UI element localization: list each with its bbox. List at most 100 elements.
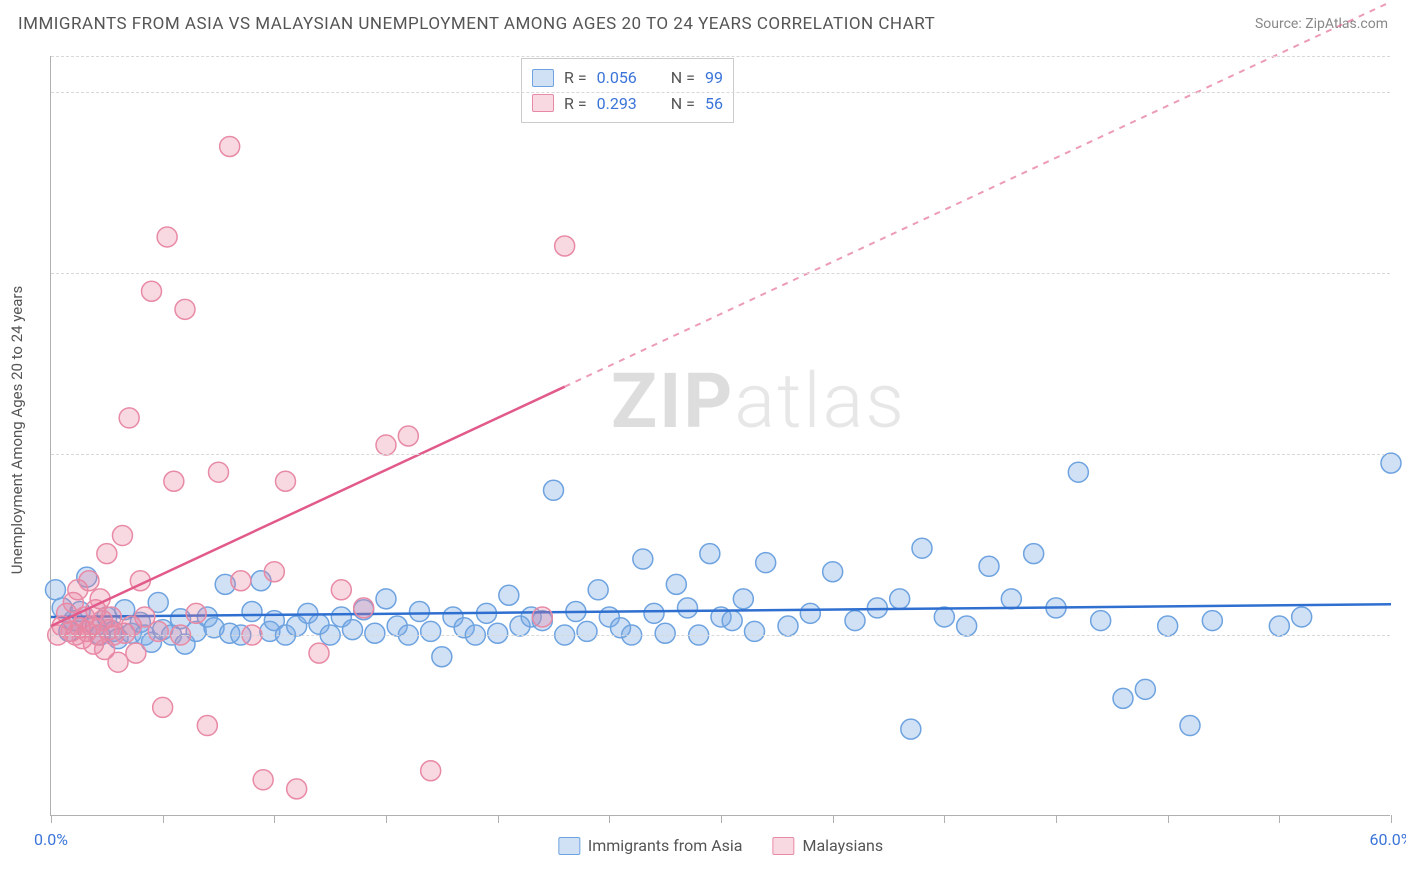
xtick [163,815,164,823]
data-point [231,571,251,591]
legend-swatch [558,837,580,855]
xtick [51,815,52,823]
data-point [633,549,653,569]
data-point [365,623,385,643]
data-point [276,471,296,491]
legend-n-label: N = [671,65,695,91]
xtick [721,815,722,823]
data-point [1158,616,1178,636]
data-point [97,544,117,564]
data-point [957,616,977,636]
data-point [588,580,608,600]
data-point [157,227,177,247]
xtick [1056,815,1057,823]
y-axis-label: Unemployment Among Ages 20 to 24 years [8,286,26,574]
gridline [51,56,1390,57]
data-point [343,620,363,640]
gridline [51,92,1390,93]
data-point [376,435,396,455]
data-point [164,471,184,491]
xtick [274,815,275,823]
ytick-label: 10.0% [1400,626,1406,645]
data-point [398,426,418,446]
data-point [532,607,552,627]
legend-r-value: 0.293 [597,91,637,117]
data-point [1001,589,1021,609]
legend-correlation: R =0.056N =99R =0.293N =56 [521,58,734,123]
data-point [1135,679,1155,699]
legend-item: Immigrants from Asia [558,836,743,855]
data-point [1091,611,1111,631]
data-point [555,236,575,256]
data-point [756,553,776,573]
data-point [979,556,999,576]
xtick [386,815,387,823]
data-point [1202,611,1222,631]
data-point [331,580,351,600]
data-point [1068,462,1088,482]
data-point [678,598,698,618]
legend-n-value: 56 [705,91,723,117]
data-point [644,603,664,623]
legend-r-value: 0.056 [597,65,637,91]
data-point [934,607,954,627]
data-point [376,589,396,609]
data-point [1024,544,1044,564]
legend-series-name: Immigrants from Asia [588,836,743,855]
legend-swatch [532,94,554,112]
gridline [51,273,1390,274]
data-point [432,647,452,667]
xtick [833,815,834,823]
legend-series: Immigrants from Asia Malaysians [558,836,883,855]
legend-swatch [532,69,554,87]
data-point [823,562,843,582]
data-point [655,623,675,643]
chart-source: Source: ZipAtlas.com [1255,16,1388,32]
xtick-label: 0.0% [34,830,68,849]
data-point [421,761,441,781]
data-point [108,652,128,672]
data-point [488,623,508,643]
data-point [1381,453,1401,473]
data-point [253,770,273,790]
xtick [1168,815,1169,823]
data-point [733,589,753,609]
data-point [186,603,206,623]
data-point [45,580,65,600]
data-point [901,719,921,739]
legend-row: R =0.293N =56 [532,91,723,117]
data-point [112,526,132,546]
data-point [410,602,430,622]
data-point [101,607,121,627]
data-point [845,611,865,631]
data-point [912,538,932,558]
data-point [153,697,173,717]
data-point [220,136,240,156]
data-point [142,281,162,301]
chart-title: IMMIGRANTS FROM ASIA VS MALAYSIAN UNEMPL… [18,14,935,34]
data-point [197,716,217,736]
gridline [51,454,1390,455]
chart-header: IMMIGRANTS FROM ASIA VS MALAYSIAN UNEMPL… [0,0,1406,48]
data-point [722,611,742,631]
legend-r-label: R = [564,91,587,117]
data-point [421,621,441,641]
data-point [745,621,765,641]
legend-r-label: R = [564,65,587,91]
data-point [354,598,374,618]
data-point [700,544,720,564]
xtick [498,815,499,823]
legend-item: Malaysians [772,836,883,855]
data-point [1269,616,1289,636]
data-point [499,585,519,605]
data-point [890,589,910,609]
data-point [175,299,195,319]
xtick [1279,815,1280,823]
legend-swatch [772,837,794,855]
data-point [119,408,139,428]
data-point [309,643,329,663]
data-point [666,574,686,594]
legend-n-value: 99 [705,65,723,91]
data-point [242,602,262,622]
ytick-label: 40.0% [1400,83,1406,102]
